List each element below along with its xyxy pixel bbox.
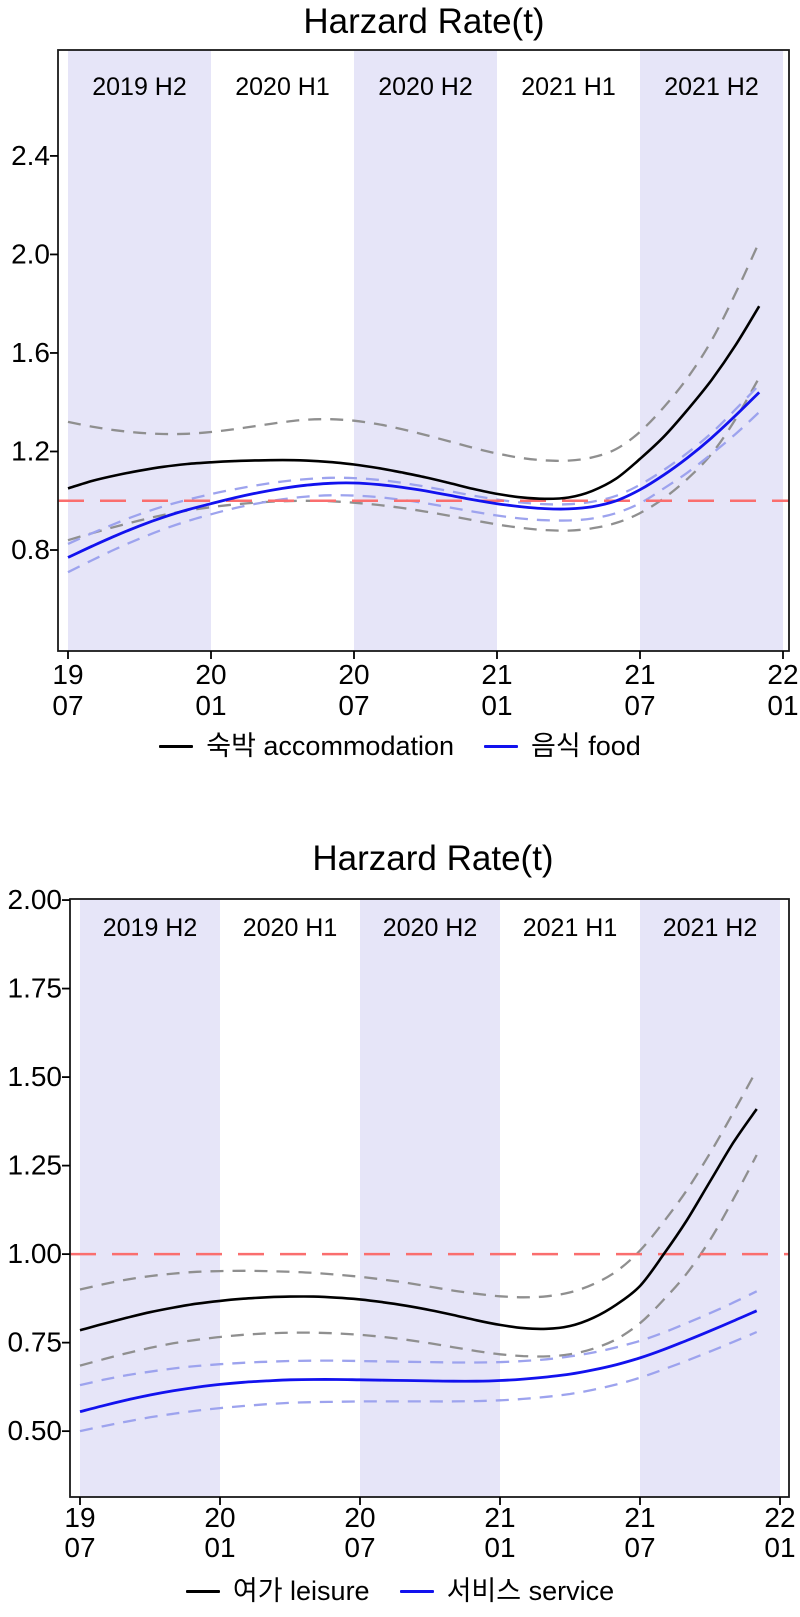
y-tick-label: 2.0: [11, 238, 50, 269]
legend-item-leisure: 여가 leisure: [185, 1575, 370, 1606]
hazard-chart-accommodation-food: Harzard Rate(t) 2019 H2 2020 H1 2020 H2 202…: [0, 0, 800, 775]
series-line-ci-lower-blue: [79, 1330, 758, 1433]
period-band-2019-h2: [80, 899, 220, 1497]
band-label: 2019 H2: [92, 73, 187, 101]
y-tick-label: 2.4: [11, 140, 50, 171]
series-line-ci-lower-black: [79, 1154, 758, 1367]
y-tick-label: 0.8: [11, 534, 50, 565]
legend-label-service: 서비스 service: [446, 1575, 615, 1606]
y-tick-label: 1.2: [11, 435, 50, 466]
legend-item-accommodation: 숙박 accommodation: [159, 733, 454, 760]
series-line-estimate-blue: [67, 391, 761, 559]
series-line-estimate-black: [79, 1108, 758, 1332]
legend-leisure-service: 여가 leisure 서비스 service: [0, 1565, 800, 1617]
x-tick-label-month: 07: [64, 1532, 95, 1563]
legend-line-leisure: [185, 1589, 220, 1593]
legend-item-service: 서비스 service: [399, 1575, 615, 1606]
band-label: 2021 H2: [664, 73, 759, 101]
x-tick-label-year: 20: [195, 659, 226, 690]
legend-item-food: 음식 food: [484, 733, 641, 760]
x-tick-label-month: 01: [195, 690, 226, 718]
y-tick-label: 1.25: [8, 1150, 63, 1181]
x-tick-label-month: 01: [204, 1532, 235, 1563]
x-tick-label-year: 19: [52, 659, 83, 690]
band-label: 2019 H2: [103, 914, 198, 942]
legend-line-accommodation: [159, 745, 194, 748]
plot-border: [69, 898, 790, 1498]
band-label: 2020 H2: [378, 73, 473, 101]
series-line-ci-upper-black: [79, 1069, 758, 1299]
x-tick-label-month: 07: [338, 690, 369, 718]
x-tick-label-year: 21: [624, 1502, 655, 1533]
chart-title: Harzard Rate(t): [312, 839, 553, 878]
series-line-ci-upper-blue: [67, 384, 761, 545]
chart-title: Harzard Rate(t): [303, 2, 544, 41]
period-band-2020-h2: [360, 899, 500, 1497]
legend-label-leisure: 여가 leisure: [232, 1575, 370, 1606]
period-band-2019-h2: [68, 50, 211, 651]
band-label: 2021 H1: [523, 914, 618, 942]
x-tick-label-year: 20: [338, 659, 369, 690]
x-tick-label-month: 01: [481, 690, 512, 718]
series-line-ci-upper-blue: [79, 1290, 758, 1387]
y-tick-label: 1.6: [11, 337, 50, 368]
x-tick-label-month: 07: [52, 690, 83, 718]
legend-line-food: [484, 745, 519, 748]
x-tick-label-month: 07: [344, 1532, 375, 1563]
x-tick-label-month: 07: [624, 690, 655, 718]
x-tick-label-year: 21: [624, 659, 655, 690]
x-tick-label-year: 20: [344, 1502, 375, 1533]
x-tick-label-year: 19: [64, 1502, 95, 1533]
y-tick-label: 2.00: [8, 884, 63, 915]
y-tick-label: 0.75: [8, 1327, 63, 1358]
series-line-ci-upper-black: [67, 241, 761, 463]
x-tick-label-year: 20: [204, 1502, 235, 1533]
band-label: 2021 H1: [521, 73, 616, 101]
hazard-rate-plot-2: Harzard Rate(t) 2019 H2 2020 H1 2020 H2 202…: [8, 839, 796, 1563]
series-line-estimate-black: [67, 305, 761, 501]
period-band-2020-h2: [354, 50, 497, 651]
x-tick-label-year: 22: [764, 1502, 795, 1533]
legend-line-service: [399, 1589, 434, 1593]
y-tick-label: 1.00: [8, 1238, 63, 1269]
x-tick-label-month: 01: [484, 1532, 515, 1563]
legend-label-food: 음식 food: [531, 731, 641, 761]
x-tick-label-year: 21: [484, 1502, 515, 1533]
hazard-rate-plot-1: Harzard Rate(t) 2019 H2 2020 H1 2020 H2 202…: [11, 2, 799, 718]
plot-border: [57, 49, 790, 652]
x-tick-label-month: 01: [767, 690, 798, 718]
band-label: 2020 H1: [235, 73, 330, 101]
legend-accommodation-food: 숙박 accommodation 음식 food: [0, 718, 800, 775]
legend-label-accommodation: 숙박 accommodation: [206, 731, 455, 761]
x-tick-label-year: 21: [481, 659, 512, 690]
x-tick-label-month: 01: [764, 1532, 795, 1563]
band-label: 2021 H2: [663, 914, 758, 942]
y-tick-label: 0.50: [8, 1415, 63, 1446]
hazard-chart-leisure-service: Harzard Rate(t) 2019 H2 2020 H1 2020 H2 202…: [0, 775, 800, 1617]
series-line-estimate-blue: [79, 1309, 758, 1414]
band-label: 2020 H2: [383, 914, 478, 942]
y-tick-label: 1.75: [8, 973, 63, 1004]
period-band-2021-h2: [640, 899, 780, 1497]
x-tick-label-year: 22: [767, 659, 798, 690]
x-tick-label-month: 07: [624, 1532, 655, 1563]
y-tick-label: 1.50: [8, 1061, 63, 1092]
period-band-2021-h2: [640, 50, 783, 651]
band-label: 2020 H1: [243, 914, 338, 942]
